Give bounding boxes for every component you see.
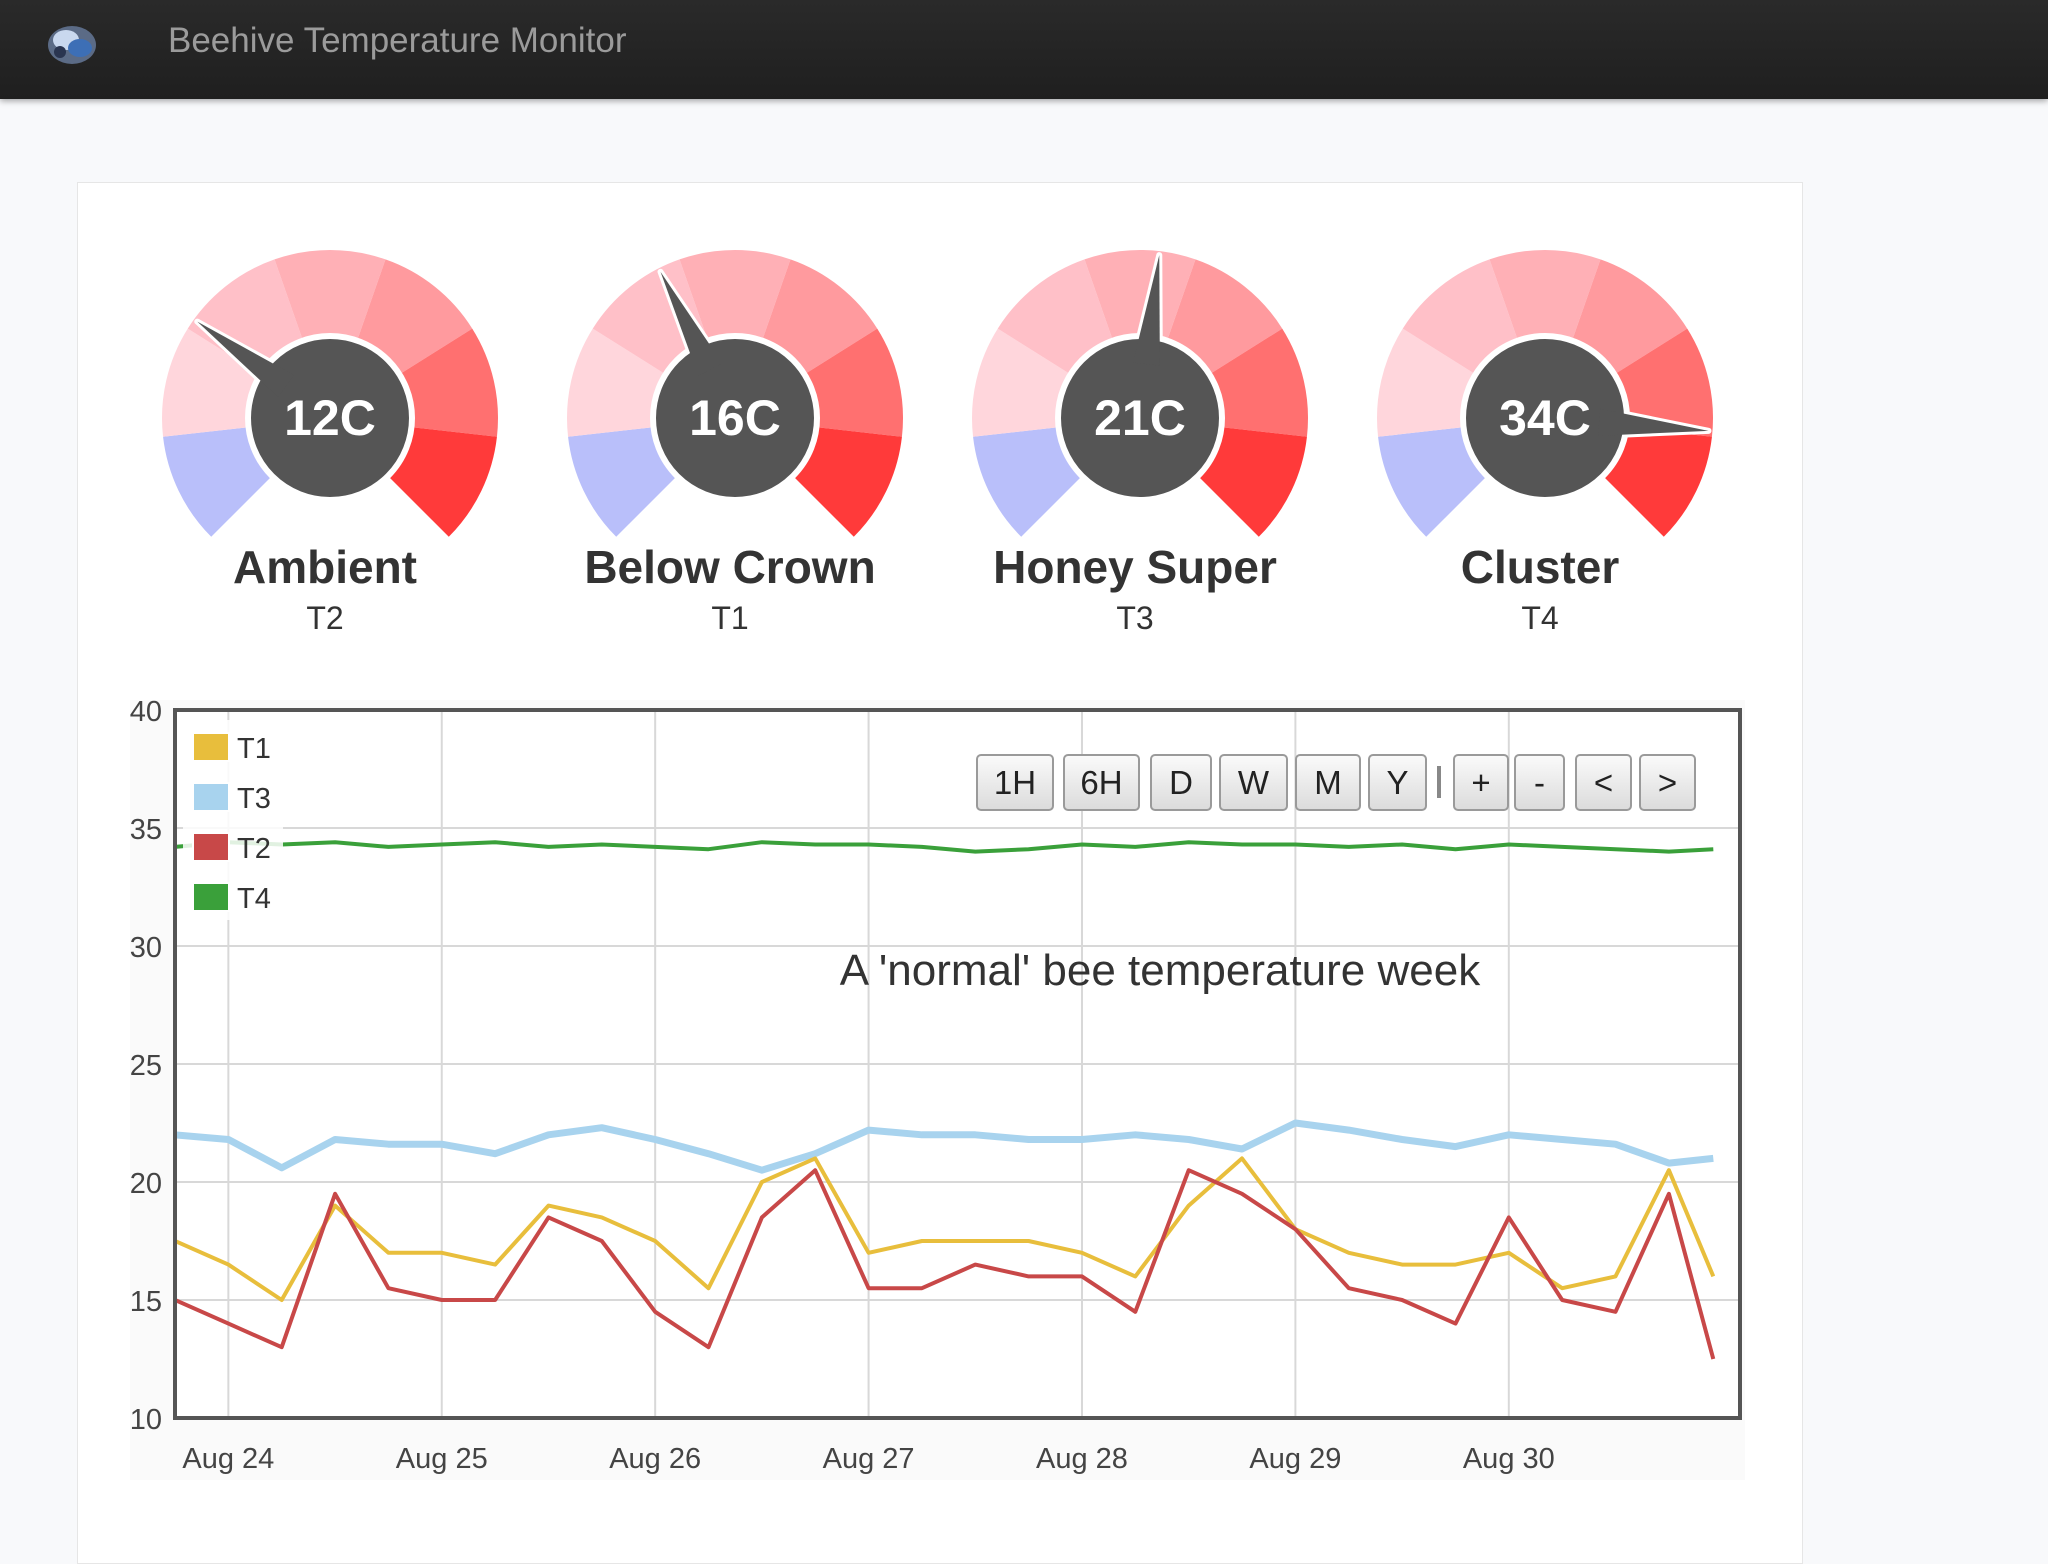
gauge-value: 12C	[284, 390, 376, 446]
gauge-value: 21C	[1094, 390, 1186, 446]
gauge-label: Below Crown	[584, 541, 876, 593]
series-line-t2	[175, 1168, 1716, 1360]
y-tick-label: 40	[130, 696, 162, 728]
gauge-t4: 34C Cluster T4	[1365, 230, 1715, 636]
chart-legend: T1 T3 T2 T4	[183, 720, 283, 920]
chart-title: A 'normal' bee temperature week	[840, 946, 1481, 995]
legend-label[interactable]: T3	[237, 783, 271, 815]
legend-swatch	[192, 832, 230, 862]
legend-swatch	[192, 782, 230, 812]
gauge-needle-fill	[197, 321, 295, 398]
gauge-needle-fill	[1598, 408, 1709, 436]
range-1h-button[interactable]: 1H	[976, 754, 1054, 811]
gauge-value: 16C	[689, 390, 781, 446]
gauge-sensor-id: T1	[711, 600, 749, 636]
gauge-label: Honey Super	[993, 541, 1277, 593]
zoom-out-button[interactable]: -	[1514, 754, 1565, 811]
x-tick-label: Aug 28	[1036, 1443, 1128, 1475]
x-tick-label: Aug 27	[823, 1443, 915, 1475]
y-tick-label: 20	[130, 1168, 162, 1200]
gauge-dial: 16C	[567, 250, 903, 537]
legend-swatch	[192, 882, 230, 912]
legend-label[interactable]: T4	[237, 883, 271, 915]
app-title[interactable]: Beehive Temperature Monitor	[168, 21, 627, 60]
gauge-t3: 21C Honey Super T3	[960, 230, 1310, 636]
controls-separator	[1437, 766, 1441, 798]
gauge-t1: 16C Below Crown T1	[555, 230, 905, 636]
y-tick-label: 10	[130, 1404, 162, 1436]
range-month-button[interactable]: M	[1295, 754, 1361, 811]
x-tick-label: Aug 30	[1463, 1443, 1555, 1475]
plot-frame	[173, 708, 1742, 1420]
gauge-sensor-id: T3	[1116, 600, 1154, 636]
gauge-dial: 21C	[972, 250, 1308, 537]
zoom-in-button[interactable]: +	[1453, 754, 1509, 811]
pan-left-button[interactable]: <	[1575, 754, 1632, 811]
gauge-needle-fill	[660, 271, 723, 376]
gauge-dial: 34C	[1377, 250, 1713, 537]
gauge-label: Ambient	[233, 541, 417, 593]
gauge-sensor-id: T4	[1521, 600, 1559, 636]
range-6h-button[interactable]: 6H	[1063, 754, 1140, 811]
gauge-hub	[650, 333, 820, 503]
y-tick-label: 30	[130, 932, 162, 964]
x-tick-label: Aug 29	[1249, 1443, 1341, 1475]
gauge-needle-fill	[1132, 255, 1160, 366]
range-day-button[interactable]: D	[1150, 754, 1212, 811]
gauge-t2: 12C Ambient T2	[150, 230, 500, 636]
legend-swatch	[192, 732, 230, 762]
x-tick-label: Aug 26	[609, 1443, 701, 1475]
y-tick-label: 15	[130, 1286, 162, 1318]
range-year-button[interactable]: Y	[1368, 754, 1427, 811]
top-navbar: Beehive Temperature Monitor	[0, 0, 2048, 99]
gauge-label: Cluster	[1460, 541, 1620, 593]
gauge-value: 34C	[1499, 390, 1591, 446]
x-tick-label: Aug 25	[396, 1443, 488, 1475]
range-week-button[interactable]: W	[1219, 754, 1288, 811]
series-line-t3	[175, 1119, 1714, 1174]
legend-label[interactable]: T1	[237, 733, 271, 765]
gauge-sensor-id: T2	[306, 600, 344, 636]
y-tick-label: 35	[130, 814, 162, 846]
series-line-t4	[175, 840, 1714, 854]
y-tick-label: 25	[130, 1050, 162, 1082]
x-tick-label: Aug 24	[182, 1443, 274, 1475]
bee-logo-icon[interactable]	[44, 18, 100, 68]
gauge-dial: 12C	[162, 250, 499, 537]
series-line-t1	[175, 1156, 1716, 1302]
pan-right-button[interactable]: >	[1639, 754, 1696, 811]
legend-label[interactable]: T2	[237, 833, 271, 865]
